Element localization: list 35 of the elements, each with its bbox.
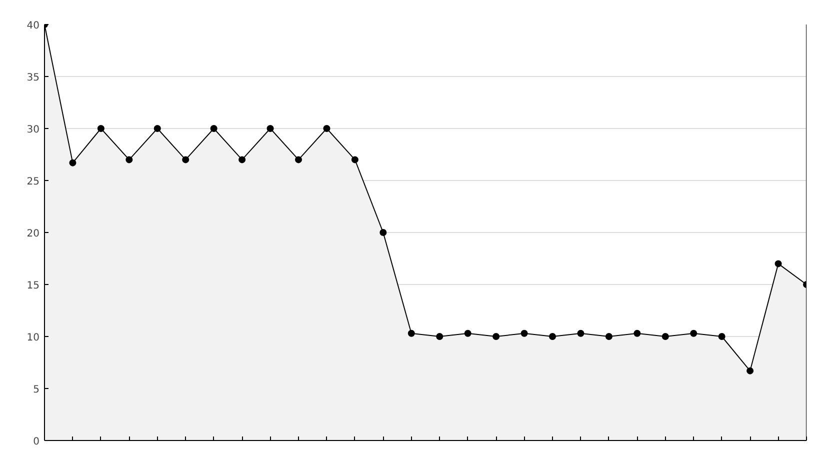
y-tick-label: 25 xyxy=(26,176,40,188)
y-tick-label: 40 xyxy=(26,20,40,32)
point xyxy=(718,333,726,340)
point xyxy=(774,260,782,268)
point xyxy=(295,156,302,164)
point xyxy=(746,367,754,374)
point xyxy=(210,125,218,132)
point xyxy=(380,229,387,236)
y-tick-label: 0 xyxy=(33,436,40,448)
y-tick-label: 15 xyxy=(26,280,40,292)
point xyxy=(408,330,415,337)
y-tick-label: 35 xyxy=(26,72,40,84)
point xyxy=(605,333,612,340)
point xyxy=(323,125,330,132)
y-tick-label: 10 xyxy=(26,332,40,344)
point xyxy=(690,330,698,337)
point xyxy=(492,333,500,340)
point xyxy=(351,156,358,164)
y-tick-label: 20 xyxy=(26,228,40,240)
point xyxy=(549,333,556,340)
point xyxy=(662,333,669,340)
point xyxy=(154,125,161,132)
point xyxy=(520,330,528,337)
point xyxy=(634,330,641,337)
point xyxy=(266,125,274,132)
y-tick-label: 5 xyxy=(33,384,40,396)
point xyxy=(126,156,133,164)
y-tick-label: 30 xyxy=(26,124,40,136)
point xyxy=(577,330,584,337)
point xyxy=(238,156,246,164)
point xyxy=(182,156,190,164)
point xyxy=(464,330,472,337)
point xyxy=(69,159,76,166)
point xyxy=(97,125,104,132)
point xyxy=(436,333,444,340)
